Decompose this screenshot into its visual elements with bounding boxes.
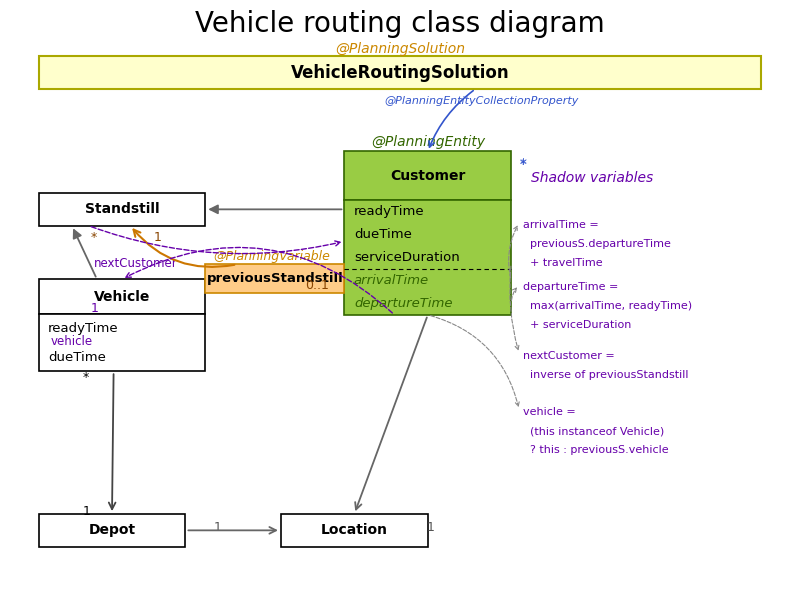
Text: readyTime: readyTime bbox=[354, 205, 425, 218]
Text: 1: 1 bbox=[154, 231, 162, 244]
Text: nextCustomer: nextCustomer bbox=[94, 257, 178, 269]
FancyBboxPatch shape bbox=[281, 514, 428, 547]
Text: 1: 1 bbox=[214, 521, 222, 534]
Text: nextCustomer =: nextCustomer = bbox=[523, 350, 615, 361]
Text: vehicle: vehicle bbox=[50, 335, 93, 348]
Text: Vehicle: Vehicle bbox=[94, 290, 150, 304]
Text: 0..1: 0..1 bbox=[305, 278, 329, 292]
FancyBboxPatch shape bbox=[38, 314, 206, 371]
Text: dueTime: dueTime bbox=[48, 350, 106, 364]
Text: previousS.departureTime: previousS.departureTime bbox=[523, 239, 671, 249]
Text: + travelTime: + travelTime bbox=[523, 258, 602, 268]
FancyBboxPatch shape bbox=[38, 56, 762, 89]
Text: Depot: Depot bbox=[89, 523, 135, 538]
Text: Customer: Customer bbox=[390, 169, 466, 183]
Text: serviceDuration: serviceDuration bbox=[354, 251, 460, 264]
Text: @PlanningSolution: @PlanningSolution bbox=[335, 42, 465, 56]
Text: departureTime: departureTime bbox=[354, 297, 453, 310]
Text: arrivalTime: arrivalTime bbox=[354, 274, 429, 287]
Text: dueTime: dueTime bbox=[354, 228, 412, 241]
Text: previousStandstill: previousStandstill bbox=[206, 272, 343, 285]
FancyBboxPatch shape bbox=[206, 265, 344, 293]
Text: ? this : previousS.vehicle: ? this : previousS.vehicle bbox=[523, 445, 669, 455]
Text: *: * bbox=[520, 158, 526, 171]
Text: 1: 1 bbox=[426, 521, 434, 534]
Text: @PlanningEntityCollectionProperty: @PlanningEntityCollectionProperty bbox=[384, 96, 578, 106]
Text: (this instanceof Vehicle): (this instanceof Vehicle) bbox=[523, 426, 664, 436]
Text: @PlanningVariable: @PlanningVariable bbox=[213, 250, 330, 263]
Text: Shadow variables: Shadow variables bbox=[531, 171, 654, 185]
Text: *: * bbox=[83, 371, 90, 384]
Text: + serviceDuration: + serviceDuration bbox=[523, 320, 631, 330]
FancyBboxPatch shape bbox=[344, 151, 511, 200]
Text: vehicle =: vehicle = bbox=[523, 407, 576, 417]
Text: *: * bbox=[520, 157, 526, 172]
Text: VehicleRoutingSolution: VehicleRoutingSolution bbox=[290, 64, 510, 82]
FancyBboxPatch shape bbox=[344, 200, 511, 315]
Text: arrivalTime =: arrivalTime = bbox=[523, 220, 599, 230]
Text: readyTime: readyTime bbox=[48, 322, 118, 335]
Text: Vehicle routing class diagram: Vehicle routing class diagram bbox=[195, 10, 605, 38]
Text: Standstill: Standstill bbox=[85, 202, 159, 217]
Text: @PlanningEntity: @PlanningEntity bbox=[370, 136, 485, 149]
Text: max(arrivalTime, readyTime): max(arrivalTime, readyTime) bbox=[523, 301, 692, 311]
Text: inverse of previousStandstill: inverse of previousStandstill bbox=[523, 370, 689, 380]
FancyBboxPatch shape bbox=[38, 279, 206, 314]
Text: *: * bbox=[91, 231, 98, 244]
Text: departureTime =: departureTime = bbox=[523, 282, 618, 292]
Text: 1: 1 bbox=[90, 302, 98, 316]
FancyBboxPatch shape bbox=[38, 514, 186, 547]
FancyBboxPatch shape bbox=[38, 193, 206, 226]
Text: Location: Location bbox=[321, 523, 388, 538]
Text: 1: 1 bbox=[82, 505, 90, 518]
